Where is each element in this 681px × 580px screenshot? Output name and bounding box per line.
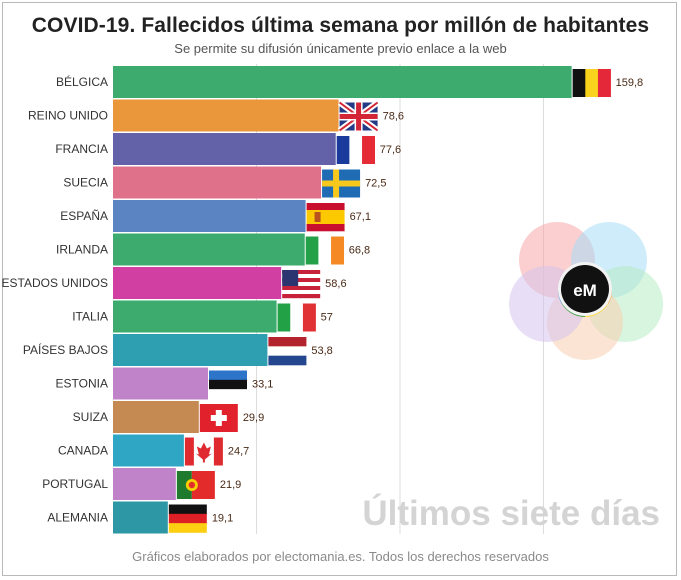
category-label-portugal: PORTUGAL xyxy=(42,477,108,491)
germany-flag xyxy=(168,504,207,533)
category-label-paises-bajos: PAÍSES BAJOS xyxy=(23,342,108,357)
category-label-italia: ITALIA xyxy=(72,310,108,324)
bar-espana xyxy=(113,200,306,232)
footer-copyright: Gráficos elaborados por electomania.es. … xyxy=(132,549,549,564)
value-label-suiza: 29,9 xyxy=(243,412,264,424)
value-label-francia: 77,6 xyxy=(380,144,401,156)
value-label-espana: 67,1 xyxy=(350,211,371,223)
category-label-estados-unidos: ESTADOS UNIDOS xyxy=(2,276,108,290)
bar-reino-unido xyxy=(113,99,339,132)
bar-paises-bajos xyxy=(113,334,268,366)
value-label-italia: 57 xyxy=(321,312,333,324)
category-label-irlanda: IRLANDA xyxy=(56,243,108,257)
france-flag xyxy=(336,136,376,164)
category-label-alemania: ALEMANIA xyxy=(47,511,108,525)
watermark-text: Últimos siete días xyxy=(362,494,660,533)
bar-belgica xyxy=(113,66,572,98)
bar-estonia xyxy=(113,367,208,400)
category-label-espana: ESPAÑA xyxy=(60,209,108,223)
value-label-portugal: 21,9 xyxy=(220,479,241,491)
category-label-canada: CANADA xyxy=(58,444,108,458)
spain-flag xyxy=(306,203,345,232)
bar-canada xyxy=(113,434,184,467)
logo-em-mark: eM xyxy=(561,265,609,313)
uk-flag xyxy=(337,100,380,133)
value-label-belgica: 159,8 xyxy=(616,77,644,89)
value-label-reino-unido: 78,6 xyxy=(383,111,404,123)
portugal-flag xyxy=(176,471,215,499)
bar-portugal xyxy=(113,468,176,500)
bar-italia xyxy=(113,300,277,333)
estonia-flag xyxy=(208,370,247,399)
category-label-francia: FRANCIA xyxy=(55,142,108,156)
italy-flag xyxy=(277,303,316,332)
bar-suecia xyxy=(113,166,322,199)
value-label-irlanda: 66,8 xyxy=(349,245,370,257)
chart-subtitle: Se permite su difusión únicamente previo… xyxy=(174,41,507,56)
canada-flag xyxy=(184,437,223,466)
sweden-flag xyxy=(322,169,361,198)
chart-title: COVID-19. Fallecidos última semana por m… xyxy=(31,14,650,37)
category-label-reino-unido: REINO UNIDO xyxy=(28,109,108,123)
category-label-suecia: SUECIA xyxy=(63,176,108,190)
value-label-alemania: 19,1 xyxy=(212,513,233,525)
electomania-logo: eM xyxy=(505,218,665,373)
category-label-suiza: SUIZA xyxy=(73,410,108,424)
category-label-belgica: BÉLGICA xyxy=(56,74,108,89)
ireland-flag xyxy=(305,236,345,265)
usa-flag xyxy=(282,270,321,299)
bar-suiza xyxy=(113,401,199,433)
value-label-suecia: 72,5 xyxy=(365,178,386,190)
value-label-estados-unidos: 58,6 xyxy=(325,278,346,290)
netherlands-flag xyxy=(268,337,307,366)
value-label-paises-bajos: 53,8 xyxy=(311,345,332,357)
bar-estados-unidos xyxy=(113,267,282,299)
switzerland-flag xyxy=(199,404,238,432)
belgium-flag xyxy=(572,69,611,97)
bar-alemania xyxy=(113,501,168,534)
category-label-estonia: ESTONIA xyxy=(56,377,108,391)
bar-irlanda xyxy=(113,233,305,266)
value-label-estonia: 33,1 xyxy=(252,379,273,391)
value-label-canada: 24,7 xyxy=(228,446,249,458)
bar-francia xyxy=(113,133,336,165)
